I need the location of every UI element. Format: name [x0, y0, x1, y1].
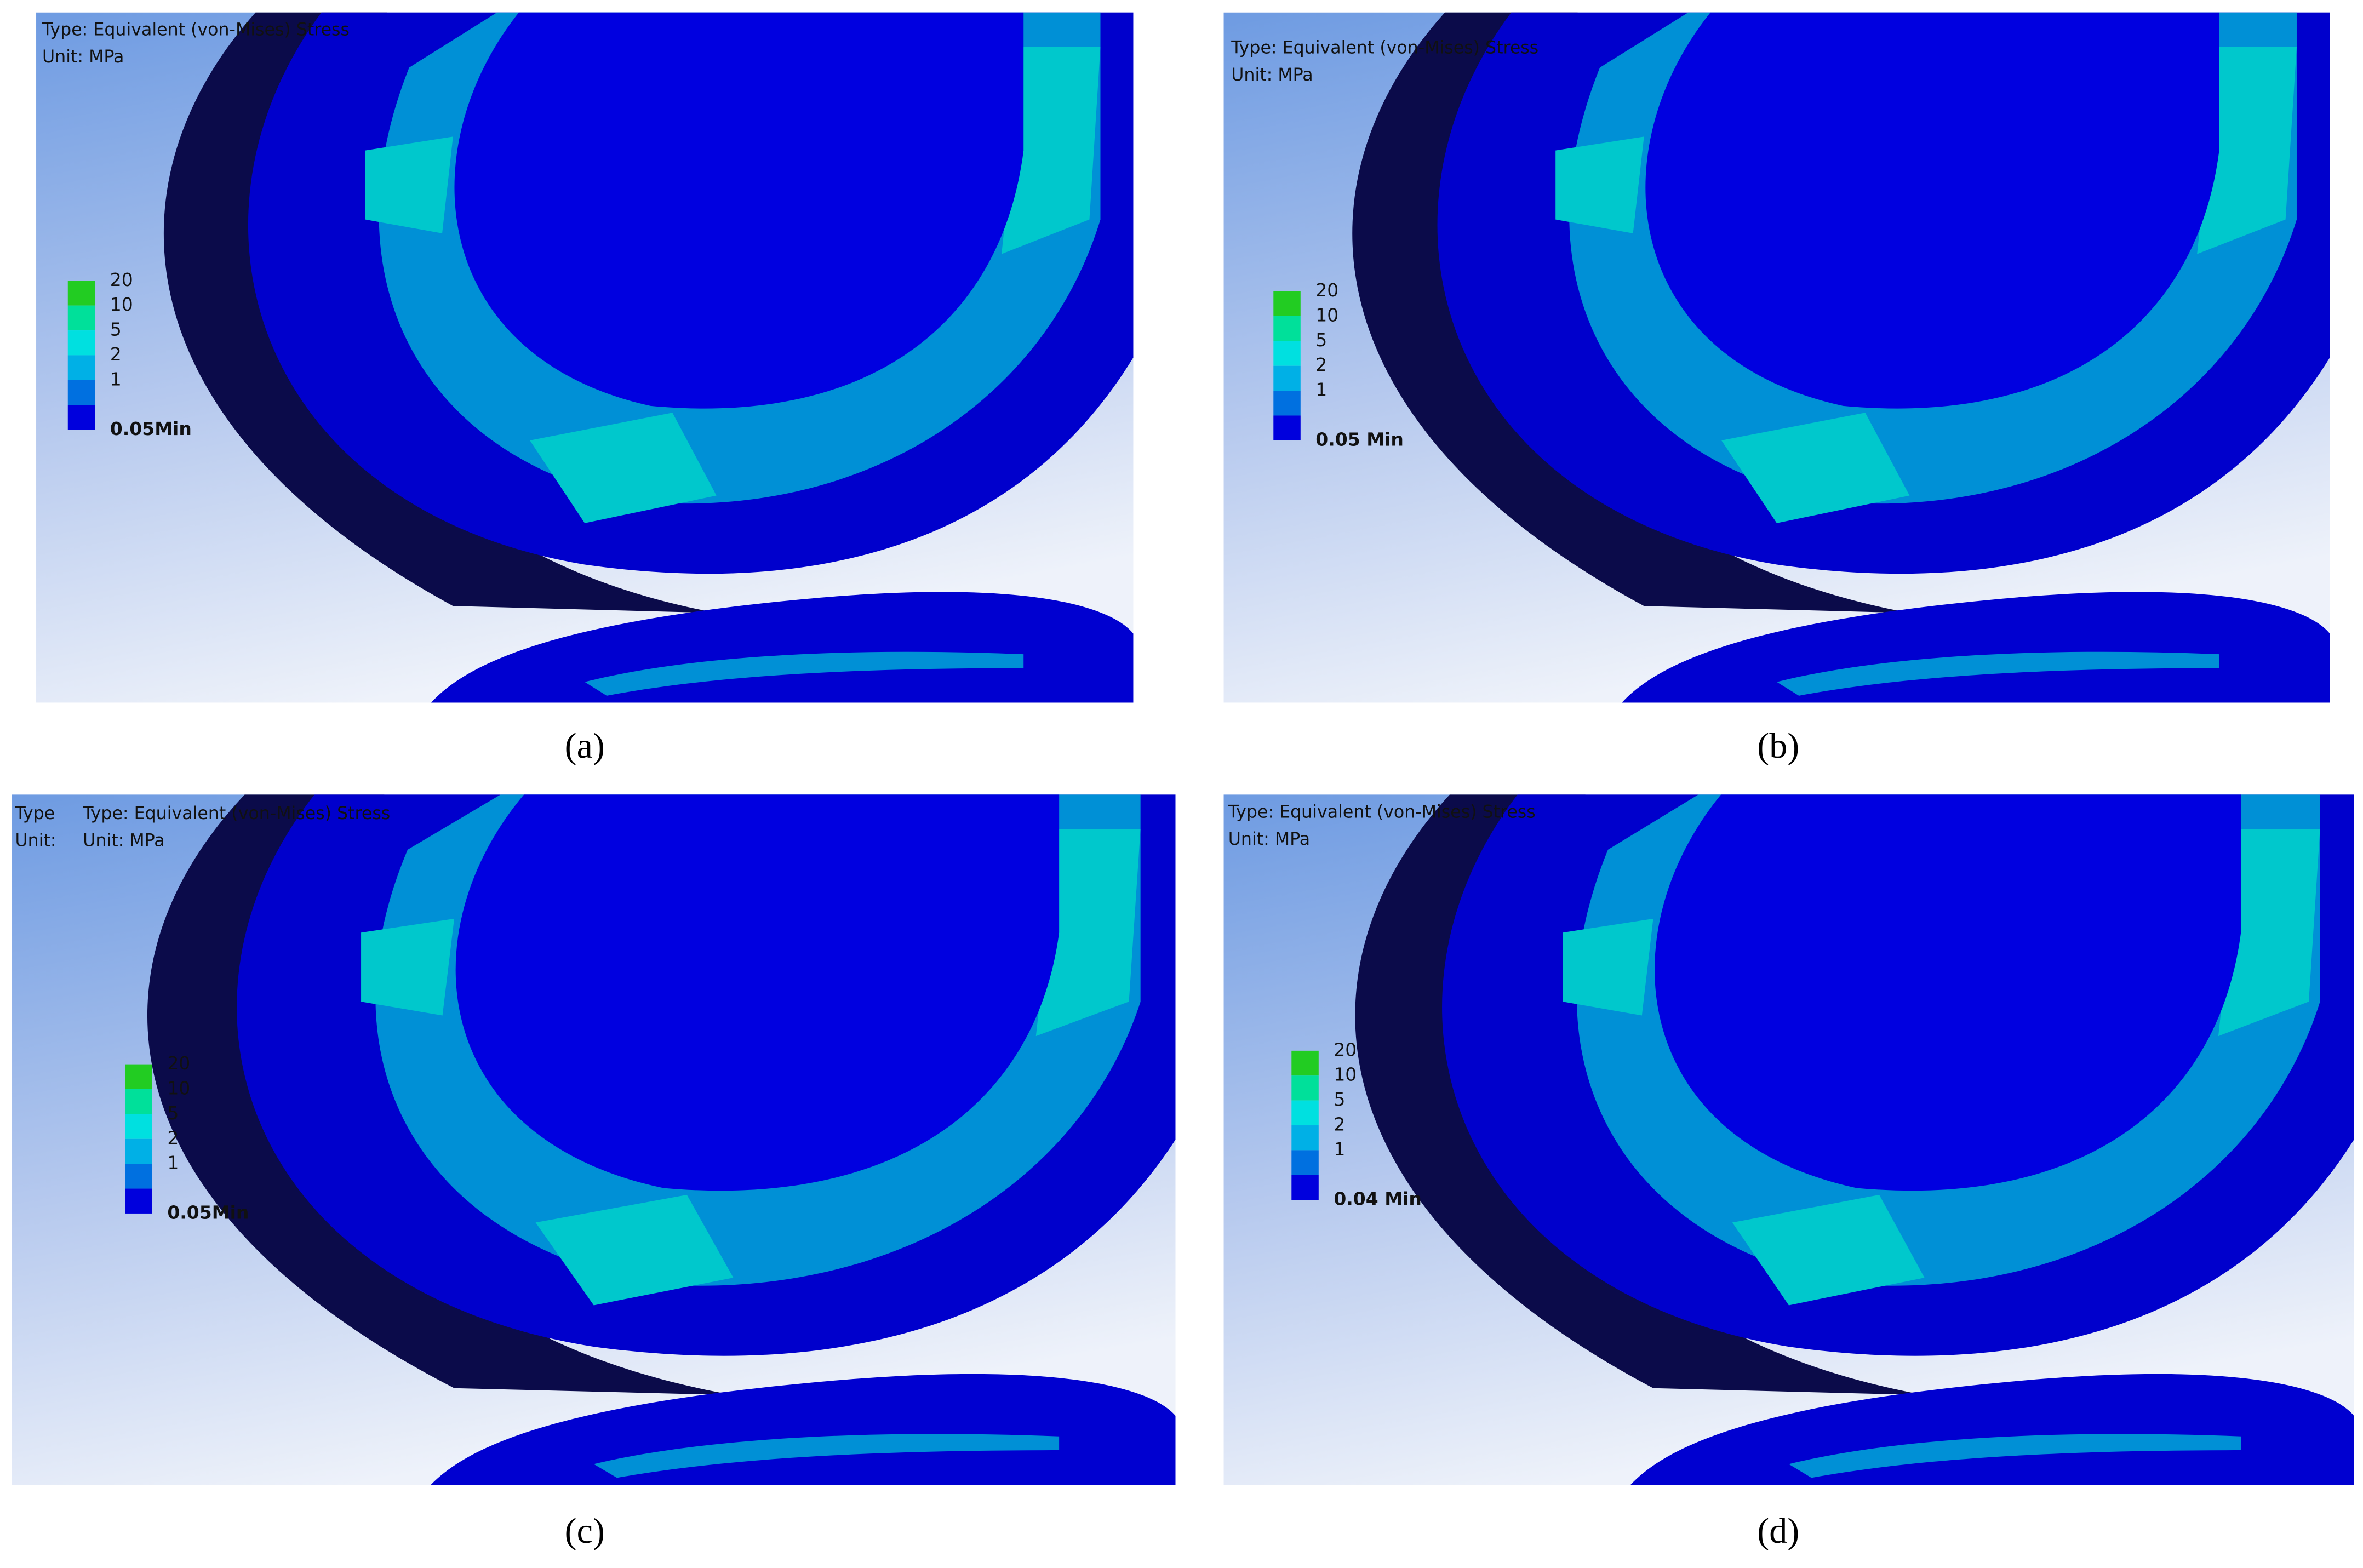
dome: [454, 12, 1024, 409]
legend-swatch: [1273, 415, 1301, 440]
lower-strip: [593, 1434, 1060, 1478]
lower-strip: [1789, 1434, 2241, 1478]
legend-label: 10: [1315, 304, 1338, 325]
legend-label: 1: [167, 1152, 179, 1174]
lower-strip: [585, 651, 1024, 696]
legend-swatch: [1273, 341, 1301, 366]
contour-plot: [36, 12, 1134, 703]
panel: Type: Equivalent (von-Mises) Stress Unit:…: [1223, 12, 2330, 766]
stress-patch: [1002, 47, 1101, 254]
legend-label: 10: [1334, 1064, 1357, 1085]
legend-label: 20: [110, 269, 133, 290]
legend-min: 0.05Min: [167, 1201, 249, 1223]
header-unit: Unit: MPa: [83, 831, 164, 851]
legend-label: 5: [110, 319, 122, 340]
legend-swatch: [1273, 316, 1301, 341]
panel: Type: Equivalent (von-Mises) Stress Unit:…: [36, 12, 1134, 766]
stress-patch: [530, 413, 717, 523]
legend-label: 10: [110, 294, 133, 315]
legend-label: 20: [167, 1052, 190, 1074]
legend-label: 1: [110, 368, 122, 390]
stress-patch: [2218, 829, 2320, 1037]
stress-patch: [1721, 413, 1910, 523]
panel: Type Unit: Type: Equivalent (von-Mises) St…: [12, 794, 1176, 1551]
legend-label: 10: [167, 1078, 190, 1099]
lower-lobe: [1622, 592, 2330, 703]
contour-plot: [1223, 794, 2354, 1485]
legend-swatch: [125, 1089, 152, 1114]
header-type: Type: Equivalent (von-Mises) Stress: [1231, 38, 1538, 58]
stress-patch: [1563, 918, 1653, 1016]
header-type: Type: [15, 804, 55, 823]
header-unit: Unit:: [15, 831, 56, 851]
legend-swatch: [67, 330, 95, 356]
legend-swatch: [1291, 1050, 1319, 1076]
legend-label: 5: [167, 1102, 179, 1124]
header-unit: Unit: MPa: [1228, 829, 1310, 849]
lower-lobe: [431, 1374, 1176, 1485]
legend-label: 1: [1334, 1138, 1345, 1160]
caption: (a): [565, 726, 605, 766]
legend-label: 20: [1334, 1039, 1357, 1060]
legend-label: 2: [110, 344, 122, 365]
lower-strip: [1777, 651, 2219, 696]
lower-lobe: [1630, 1374, 2354, 1485]
stress-patch: [365, 136, 453, 233]
legend-swatch: [125, 1114, 152, 1139]
legend-swatch: [125, 1064, 152, 1090]
legend-swatch: [1291, 1125, 1319, 1151]
stress-patch: [1035, 829, 1141, 1037]
stress-patch: [361, 918, 455, 1016]
legend-swatch: [67, 305, 95, 331]
legend-swatch: [1273, 365, 1301, 391]
caption: (d): [1757, 1511, 1799, 1551]
legend-label: 2: [1334, 1114, 1345, 1135]
legend-label: 2: [1315, 354, 1327, 375]
contour-plot: [12, 794, 1176, 1485]
legend-swatch: [1291, 1175, 1319, 1200]
legend-label: 5: [1315, 329, 1327, 351]
header-unit: Unit: MPa: [42, 47, 124, 67]
caption: (b): [1757, 726, 1799, 766]
legend-swatch: [1273, 291, 1301, 316]
header-type: Type: Equivalent (von-Mises) Stress: [82, 804, 390, 823]
contour-plot: [1223, 12, 2330, 703]
legend-swatch: [125, 1138, 152, 1164]
legend-label: 5: [1334, 1089, 1345, 1110]
dome: [455, 794, 1060, 1191]
legend-swatch: [67, 281, 95, 306]
caption: (c): [565, 1511, 605, 1551]
legend-swatch: [67, 405, 95, 430]
panel: Type: Equivalent (von-Mises) Stress Unit:…: [1223, 794, 2354, 1551]
dome: [1655, 794, 2241, 1191]
legend-swatch: [1291, 1075, 1319, 1101]
dome: [1645, 12, 2219, 409]
stress-patch: [2197, 47, 2297, 254]
legend-swatch: [125, 1188, 152, 1214]
legend-swatch: [67, 380, 95, 405]
legend-label: 2: [167, 1127, 179, 1148]
legend-swatch: [1273, 391, 1301, 416]
legend-swatch: [125, 1164, 152, 1189]
lower-lobe: [431, 592, 1134, 703]
legend-swatch: [1291, 1100, 1319, 1126]
legend-min: 0.05 Min: [1315, 428, 1404, 450]
legend-min: 0.05Min: [110, 418, 192, 439]
header-type: Type: Equivalent (von-Mises) Stress: [1228, 802, 1536, 822]
header-unit: Unit: MPa: [1231, 65, 1313, 85]
legend-min: 0.04 Min: [1334, 1188, 1422, 1210]
legend-label: 1: [1315, 379, 1327, 400]
stress-patch: [1555, 136, 1644, 233]
stress-patch: [1732, 1194, 1925, 1306]
legend-swatch: [1291, 1150, 1319, 1175]
legend-label: 20: [1315, 279, 1338, 301]
header-type: Type: Equivalent (von-Mises) Stress: [42, 20, 350, 40]
legend-swatch: [67, 355, 95, 380]
stress-patch: [535, 1194, 734, 1306]
